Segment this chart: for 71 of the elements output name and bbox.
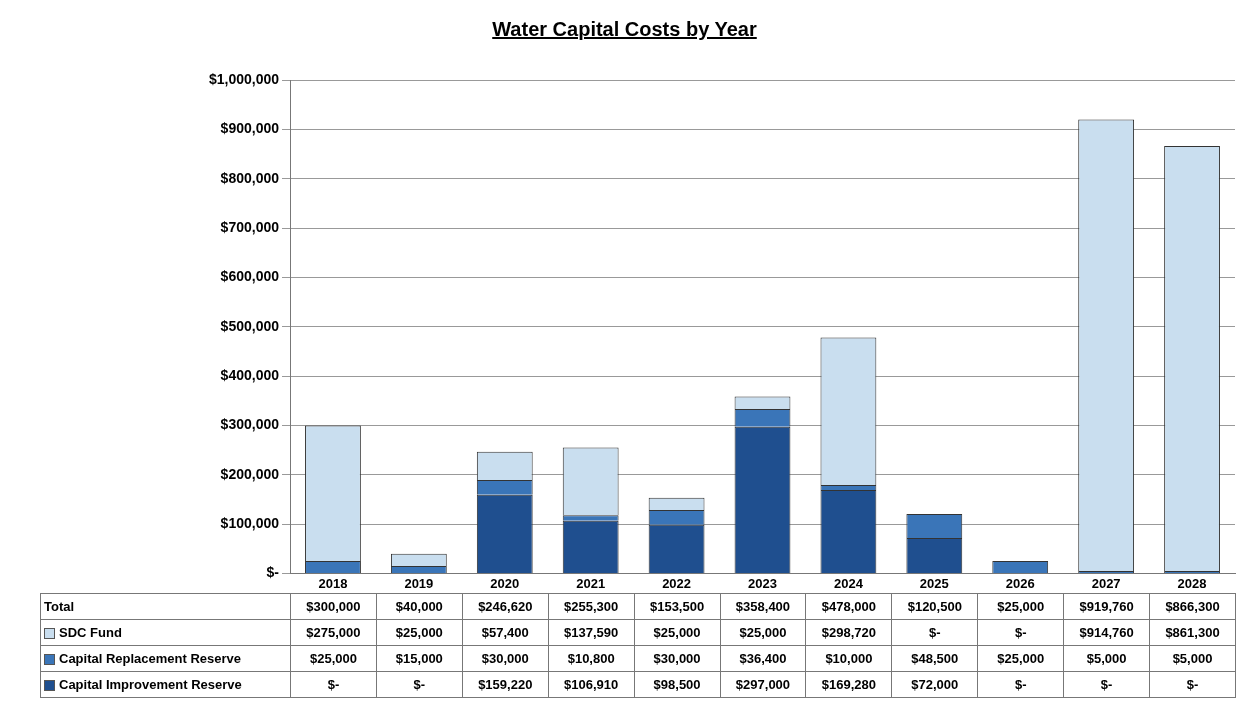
x-tick-label: 2018 — [318, 575, 348, 591]
total-label: $153,500 — [634, 593, 721, 620]
data-label: $5,000 — [1063, 645, 1150, 672]
data-label: $298,720 — [805, 619, 892, 646]
data-label: $36,400 — [720, 645, 806, 672]
data-label: $- — [376, 671, 463, 698]
data-label: $30,000 — [634, 645, 721, 672]
data-label: $275,000 — [290, 619, 377, 646]
y-tick-label: $600,000 — [220, 268, 280, 285]
total-label: $246,620 — [462, 593, 549, 620]
legend-label: Capital Improvement Reserve — [40, 671, 291, 698]
total-label: $358,400 — [720, 593, 806, 620]
data-label: $48,500 — [891, 645, 978, 672]
total-label: $255,300 — [548, 593, 635, 620]
x-tick-label: 2028 — [1177, 575, 1207, 591]
data-label: $25,000 — [634, 619, 721, 646]
x-tick-label: 2025 — [919, 575, 949, 591]
x-tick-label: 2024 — [833, 575, 864, 591]
data-label: $- — [977, 671, 1064, 698]
total-label: $478,000 — [805, 593, 892, 620]
data-label: $25,000 — [720, 619, 806, 646]
y-tick-label: $100,000 — [220, 514, 280, 531]
x-tick-label: 2022 — [662, 575, 692, 591]
data-label: $159,220 — [462, 671, 549, 698]
x-tick-label: 2023 — [748, 575, 777, 591]
x-tick-label: 2026 — [1005, 575, 1035, 591]
data-label: $57,400 — [462, 619, 549, 646]
total-label: $25,000 — [977, 593, 1064, 620]
legend-label: Capital Replacement Reserve — [40, 645, 291, 672]
chart-title: Water Capital Costs by Year — [491, 18, 758, 41]
data-label: $- — [977, 619, 1064, 646]
x-tick-label: 2027 — [1091, 575, 1121, 591]
data-label: $25,000 — [290, 645, 377, 672]
x-tick-label: 2019 — [404, 575, 434, 591]
data-label: $5,000 — [1149, 645, 1236, 672]
data-label: $914,760 — [1063, 619, 1150, 646]
data-label: $98,500 — [634, 671, 721, 698]
y-tick-label: $400,000 — [220, 366, 280, 383]
data-label: $297,000 — [720, 671, 806, 698]
data-label: $15,000 — [376, 645, 463, 672]
data-label: $25,000 — [977, 645, 1064, 672]
data-label: $- — [1063, 671, 1150, 698]
y-tick-label: $900,000 — [220, 120, 280, 137]
legend-label: SDC Fund — [40, 619, 291, 646]
data-label: $106,910 — [548, 671, 635, 698]
data-label: $72,000 — [891, 671, 978, 698]
text: Total — [40, 593, 291, 620]
y-tick-label: $800,000 — [220, 169, 280, 186]
y-tick-label: $300,000 — [220, 416, 280, 433]
data-label: $10,800 — [548, 645, 635, 672]
y-tick-label: $500,000 — [220, 317, 280, 334]
y-tick-label: $1,000,000 — [208, 70, 280, 87]
x-tick-label: 2021 — [576, 575, 606, 591]
y-tick-label: $200,000 — [220, 465, 280, 482]
data-label: $- — [1149, 671, 1236, 698]
data-label: $137,590 — [548, 619, 635, 646]
total-label: $866,300 — [1149, 593, 1236, 620]
y-tick-label: $- — [266, 564, 280, 581]
data-label: $10,000 — [805, 645, 892, 672]
data-label: $30,000 — [462, 645, 549, 672]
data-label: $861,300 — [1149, 619, 1236, 646]
total-label: $300,000 — [290, 593, 377, 620]
data-label: $25,000 — [376, 619, 463, 646]
y-tick-label: $700,000 — [220, 218, 280, 235]
data-label: $169,280 — [805, 671, 892, 698]
total-label: $40,000 — [376, 593, 463, 620]
total-label: $919,760 — [1063, 593, 1150, 620]
x-tick-label: 2020 — [490, 575, 520, 591]
data-label: $- — [290, 671, 377, 698]
data-label: $- — [891, 619, 978, 646]
total-label: $120,500 — [891, 593, 978, 620]
